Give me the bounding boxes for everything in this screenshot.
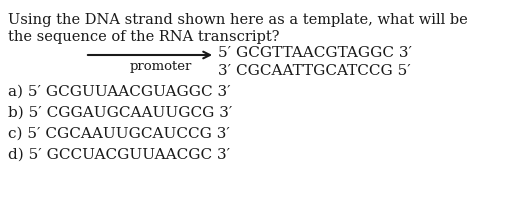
Text: 5′ GCGTTAACGTAGGC 3′: 5′ GCGTTAACGTAGGC 3′ (218, 46, 412, 60)
Text: d) 5′ GCCUACGUUAACGC 3′: d) 5′ GCCUACGUUAACGC 3′ (8, 148, 230, 162)
Text: 3′ CGCAATTGCATCCG 5′: 3′ CGCAATTGCATCCG 5′ (218, 64, 411, 78)
Text: Using the DNA strand shown here as a template, what will be: Using the DNA strand shown here as a tem… (8, 13, 468, 27)
Text: the sequence of the RNA transcript?: the sequence of the RNA transcript? (8, 30, 280, 44)
Text: promoter: promoter (130, 60, 192, 73)
Text: b) 5′ CGGAUGCAAUUGCG 3′: b) 5′ CGGAUGCAAUUGCG 3′ (8, 106, 232, 120)
Text: c) 5′ CGCAAUUGCAUCCG 3′: c) 5′ CGCAAUUGCAUCCG 3′ (8, 127, 230, 141)
Text: a) 5′ GCGUUAACGUAGGC 3′: a) 5′ GCGUUAACGUAGGC 3′ (8, 85, 231, 99)
